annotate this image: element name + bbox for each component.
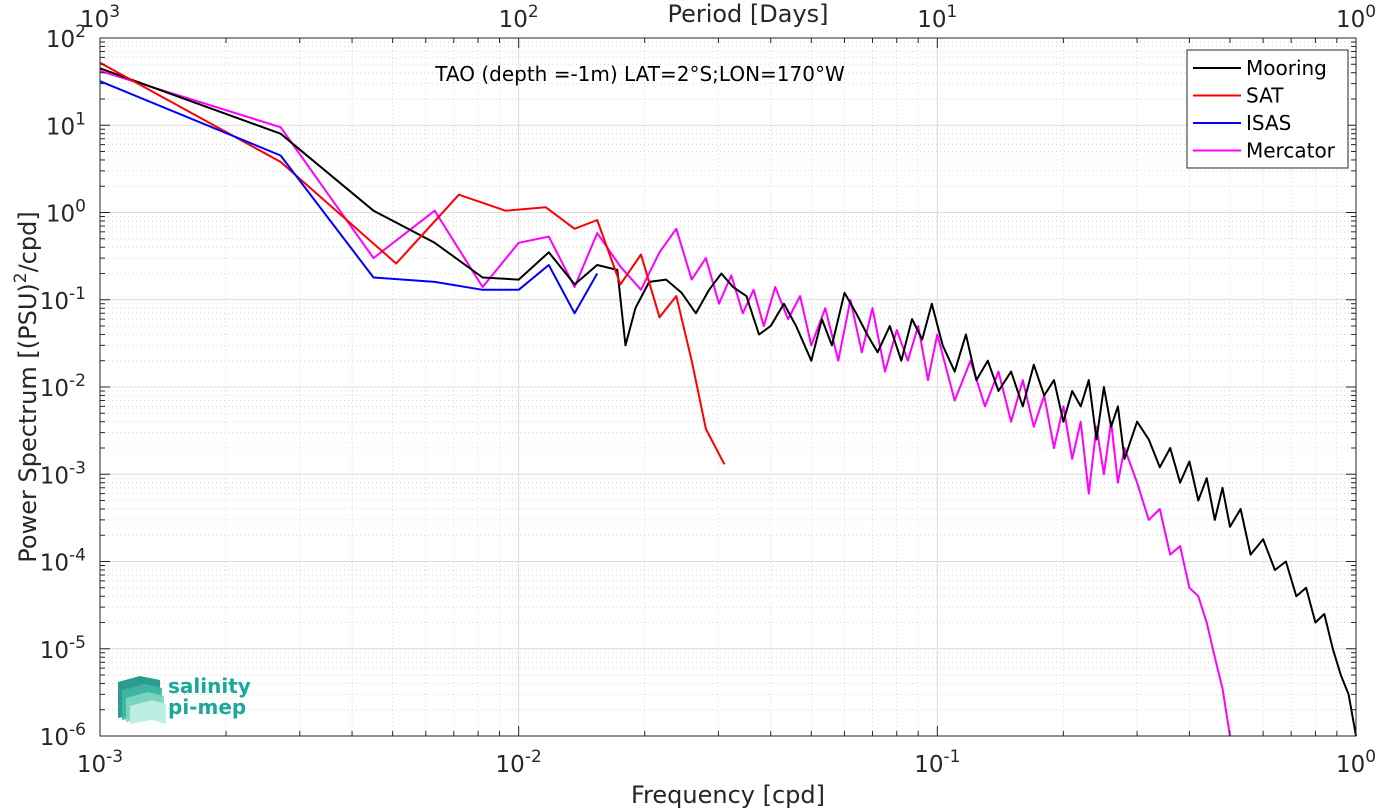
y-tick-label: 10-3 <box>40 458 86 489</box>
series-line-mercator <box>99 69 1231 737</box>
legend-label-isas: ISAS <box>1246 111 1291 135</box>
top-axis-label: Period [Days] <box>667 0 828 28</box>
y-tick-label: 101 <box>46 109 86 140</box>
chart-title: TAO (depth =-1m) LAT=2°S;LON=170°W <box>434 62 845 86</box>
legend-label-mercator: Mercator <box>1246 139 1336 163</box>
legend: Mooring SAT ISAS Mercator <box>1186 49 1349 169</box>
series-line-sat <box>99 61 726 465</box>
y-tick-label: 10-5 <box>40 633 86 664</box>
top-tick-label: 100 <box>1336 2 1376 33</box>
legend-box <box>1186 49 1349 169</box>
logo-text-salinity: salinity <box>168 674 251 698</box>
minor-grid <box>100 38 1356 736</box>
x-tick-label: 10-2 <box>496 747 542 778</box>
top-tick-label: 101 <box>917 2 957 33</box>
series-line-isas <box>99 80 599 315</box>
logo-text-pi-mep: pi-mep <box>168 695 246 719</box>
legend-label-sat: SAT <box>1246 84 1284 108</box>
y-tick-label: 100 <box>46 197 86 228</box>
x-axis-label: Frequency [cpd] <box>631 781 825 809</box>
x-tick-label: 100 <box>1336 747 1376 778</box>
series-line-mooring <box>99 67 1357 737</box>
x-tick-label: 10-3 <box>77 747 123 778</box>
y-tick-label: 10-2 <box>40 371 86 402</box>
salinity-pi-mep-logo: salinity pi-mep <box>118 674 251 724</box>
y-axis-label: Power Spectrum [(PSU)2/cpd] <box>11 211 42 562</box>
x-tick-label: 10-1 <box>914 747 960 778</box>
legend-label-mooring: Mooring <box>1246 56 1327 80</box>
logo-waves-icon <box>118 676 166 724</box>
top-tick-label: 102 <box>499 2 539 33</box>
y-tick-label: 10-6 <box>40 720 86 751</box>
y-tick-label: 10-1 <box>40 284 86 315</box>
series-layer <box>99 61 1357 737</box>
axis-ticks <box>99 37 1357 737</box>
top-tick-label: 103 <box>80 2 120 33</box>
y-tick-label: 102 <box>46 22 86 53</box>
y-tick-label: 10-4 <box>40 546 86 577</box>
